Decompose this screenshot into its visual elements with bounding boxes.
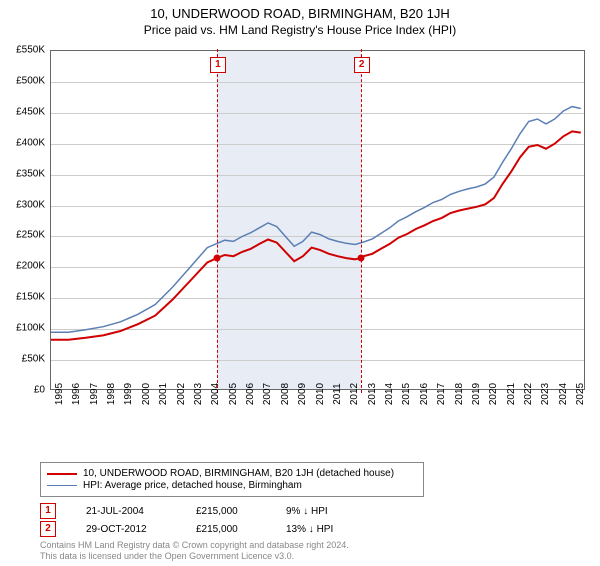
x-axis-label: 2013: [367, 383, 378, 405]
sale-date: 29-OCT-2012: [86, 524, 196, 535]
x-axis-label: 2000: [141, 383, 152, 405]
legend-label: 10, UNDERWOOD ROAD, BIRMINGHAM, B20 1JH …: [83, 468, 394, 479]
x-axis-label: 2003: [193, 383, 204, 405]
y-axis-label: £350K: [0, 168, 45, 179]
x-axis-label: 2006: [245, 383, 256, 405]
y-axis-label: £400K: [0, 137, 45, 148]
sale-badge: 2: [40, 521, 56, 537]
y-axis-label: £450K: [0, 106, 45, 117]
chart-area: 12 £0£50K£100K£150K£200K£250K£300K£350K£…: [50, 50, 585, 425]
x-axis-label: 2017: [436, 383, 447, 405]
sale-marker-line: [217, 49, 218, 393]
y-axis-label: £300K: [0, 199, 45, 210]
x-axis-label: 2009: [297, 383, 308, 405]
chart-subtitle: Price paid vs. HM Land Registry's House …: [0, 23, 600, 37]
legend-label: HPI: Average price, detached house, Birm…: [83, 480, 302, 491]
chart-title: 10, UNDERWOOD ROAD, BIRMINGHAM, B20 1JH: [0, 6, 600, 21]
sales-table: 1 21-JUL-2004£215,0009% ↓ HPI 2 29-OCT-2012…: [40, 502, 366, 538]
x-axis-label: 2010: [315, 383, 326, 405]
sale-marker-line: [361, 49, 362, 393]
y-axis-label: £100K: [0, 323, 45, 334]
legend-item: 10, UNDERWOOD ROAD, BIRMINGHAM, B20 1JH …: [47, 468, 417, 479]
x-axis-label: 1998: [106, 383, 117, 405]
sale-diff: 9% ↓ HPI: [286, 506, 366, 517]
sale-badge: 1: [40, 503, 56, 519]
sale-marker-badge: 2: [354, 57, 370, 73]
x-axis-label: 2021: [506, 383, 517, 405]
sale-diff: 13% ↓ HPI: [286, 524, 366, 535]
series-hpi: [51, 107, 581, 333]
footer-attribution: Contains HM Land Registry data © Crown c…: [40, 540, 349, 562]
sale-row: 2 29-OCT-2012£215,00013% ↓ HPI: [40, 520, 366, 538]
x-axis-label: 1999: [123, 383, 134, 405]
x-axis-label: 2007: [262, 383, 273, 405]
x-axis-label: 2015: [401, 383, 412, 405]
y-axis-label: £550K: [0, 45, 45, 56]
x-axis-label: 2004: [210, 383, 221, 405]
y-axis-label: £50K: [0, 354, 45, 365]
sale-marker-point: [213, 255, 220, 262]
y-axis-label: £150K: [0, 292, 45, 303]
x-axis-label: 2002: [176, 383, 187, 405]
x-axis-label: 2019: [471, 383, 482, 405]
legend-item: HPI: Average price, detached house, Birm…: [47, 480, 417, 491]
y-axis-label: £0: [0, 385, 45, 396]
x-axis-label: 2020: [488, 383, 499, 405]
x-axis-label: 2012: [349, 383, 360, 405]
line-chart-svg: [51, 51, 586, 391]
series-property: [51, 131, 581, 339]
plot-region: 12: [50, 50, 585, 390]
x-axis-label: 2018: [454, 383, 465, 405]
legend-swatch: [47, 473, 77, 475]
x-axis-label: 2023: [540, 383, 551, 405]
x-axis-label: 2011: [332, 383, 343, 405]
legend: 10, UNDERWOOD ROAD, BIRMINGHAM, B20 1JH …: [40, 462, 424, 497]
x-axis-label: 2022: [523, 383, 534, 405]
legend-swatch: [47, 485, 77, 487]
x-axis-label: 2005: [228, 383, 239, 405]
sale-row: 1 21-JUL-2004£215,0009% ↓ HPI: [40, 502, 366, 520]
sale-price: £215,000: [196, 506, 286, 517]
y-axis-label: £500K: [0, 75, 45, 86]
sale-price: £215,000: [196, 524, 286, 535]
x-axis-label: 1997: [89, 383, 100, 405]
x-axis-label: 2016: [419, 383, 430, 405]
x-axis-label: 2014: [384, 383, 395, 405]
x-axis-label: 2024: [558, 383, 569, 405]
sale-marker-point: [357, 255, 364, 262]
footer-line1: Contains HM Land Registry data © Crown c…: [40, 540, 349, 551]
x-axis-label: 1995: [54, 383, 65, 405]
x-axis-label: 2008: [280, 383, 291, 405]
y-axis-label: £250K: [0, 230, 45, 241]
y-axis-label: £200K: [0, 261, 45, 272]
x-axis-label: 2001: [158, 383, 169, 405]
sale-marker-badge: 1: [210, 57, 226, 73]
sale-date: 21-JUL-2004: [86, 506, 196, 517]
x-axis-label: 1996: [71, 383, 82, 405]
x-axis-label: 2025: [575, 383, 586, 405]
